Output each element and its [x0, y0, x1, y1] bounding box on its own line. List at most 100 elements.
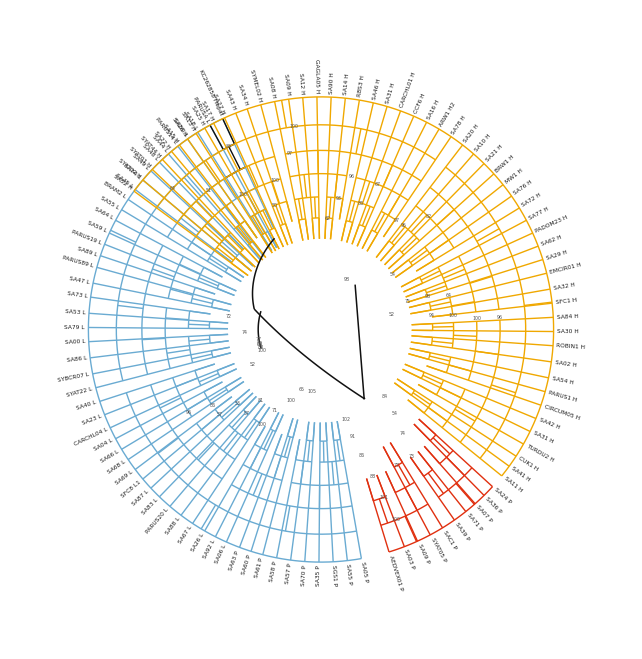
Text: SA11 H: SA11 H — [503, 476, 523, 494]
Text: CUK1 H: CUK1 H — [517, 456, 539, 473]
Text: SA68 L: SA68 L — [107, 459, 126, 475]
Text: CARCHL04 L: CARCHL04 L — [73, 427, 108, 447]
Text: 86: 86 — [358, 200, 364, 206]
Text: SA26 L: SA26 L — [191, 532, 205, 553]
Text: SYAT02 H: SYAT02 H — [117, 158, 142, 180]
Text: RBS3 H: RBS3 H — [358, 74, 366, 97]
Text: SA32 H: SA32 H — [553, 282, 575, 291]
Text: 93: 93 — [335, 196, 342, 200]
Text: SA39 P: SA39 P — [455, 521, 471, 542]
Text: 105: 105 — [308, 389, 317, 394]
Text: SA46 H: SA46 H — [372, 78, 381, 100]
Text: SYAT01 H: SYAT01 H — [128, 146, 152, 169]
Text: GAGLA05 H: GAGLA05 H — [314, 59, 319, 94]
Text: 52: 52 — [388, 312, 395, 317]
Text: SGS1 P: SGS1 P — [331, 565, 337, 587]
Text: SA58 P: SA58 P — [270, 561, 279, 583]
Text: 96: 96 — [497, 314, 503, 320]
Text: 98: 98 — [425, 295, 431, 299]
Text: 97: 97 — [394, 218, 400, 223]
Text: 102: 102 — [342, 416, 351, 422]
Text: SA86 L: SA86 L — [66, 356, 87, 363]
Text: 88: 88 — [257, 345, 264, 350]
Text: 52: 52 — [250, 362, 256, 367]
Text: SA78 H: SA78 H — [451, 114, 467, 135]
Text: SA49 L: SA49 L — [132, 153, 150, 170]
Text: SA17 H: SA17 H — [200, 100, 214, 121]
Text: SA16 H: SA16 H — [426, 99, 440, 121]
Text: SA41 H: SA41 H — [510, 467, 531, 483]
Text: SA63 P: SA63 P — [229, 550, 241, 571]
Text: SA22 H: SA22 H — [153, 130, 171, 150]
Text: SYMEL02 H: SYMEL02 H — [249, 69, 263, 102]
Text: SYBCR07 L: SYBCR07 L — [57, 372, 90, 383]
Text: 72: 72 — [226, 314, 232, 319]
Text: PARUS14 L: PARUS14 L — [154, 117, 178, 145]
Text: 82: 82 — [425, 214, 431, 219]
Text: 98: 98 — [343, 277, 350, 283]
Text: 100: 100 — [392, 517, 401, 523]
Text: BRAM2 L: BRAM2 L — [103, 181, 126, 200]
Text: SA77 H: SA77 H — [528, 206, 550, 221]
Text: 100: 100 — [271, 178, 280, 183]
Text: SA29 H: SA29 H — [546, 250, 568, 261]
Text: SA71 P: SA71 P — [466, 513, 483, 532]
Text: PARUS89 L: PARUS89 L — [62, 256, 94, 269]
Text: 57: 57 — [216, 413, 222, 417]
Text: SA20 H: SA20 H — [463, 123, 480, 144]
Text: 67: 67 — [375, 182, 381, 187]
Text: SA18 L: SA18 L — [183, 111, 198, 130]
Text: 100: 100 — [257, 422, 266, 426]
Text: 100: 100 — [239, 192, 248, 197]
Text: SA13 H: SA13 H — [180, 111, 196, 132]
Text: ARW1 H2: ARW1 H2 — [438, 101, 457, 127]
Text: SA40 L: SA40 L — [76, 400, 97, 411]
Text: 84: 84 — [225, 144, 232, 150]
Text: SA87 L: SA87 L — [132, 489, 150, 506]
Text: SA47 L: SA47 L — [69, 276, 90, 285]
Text: SA64 L: SA64 L — [93, 207, 114, 221]
Text: 91: 91 — [350, 434, 356, 439]
Text: 77: 77 — [256, 337, 262, 343]
Text: 96: 96 — [349, 174, 355, 179]
Text: SA30 H: SA30 H — [557, 329, 579, 334]
Text: SFC8 L1: SFC8 L1 — [120, 479, 142, 498]
Text: SAC1 P: SAC1 P — [442, 529, 458, 550]
Text: 101: 101 — [379, 495, 388, 500]
Text: SA36 P: SA36 P — [485, 496, 503, 515]
Text: SA34 H: SA34 H — [237, 84, 248, 106]
Text: 100: 100 — [448, 313, 457, 318]
Text: 51: 51 — [205, 188, 211, 193]
Text: SA43 H: SA43 H — [224, 89, 237, 111]
Text: SA55 P: SA55 P — [345, 564, 352, 585]
Text: SA48 L: SA48 L — [141, 143, 159, 161]
Text: 97: 97 — [287, 151, 293, 156]
Text: CIRCUM05 H: CIRCUM05 H — [543, 404, 580, 421]
Text: SA31 H: SA31 H — [386, 82, 397, 104]
Text: SA04 L: SA04 L — [93, 438, 114, 452]
Text: SA54 H: SA54 H — [551, 376, 574, 386]
Text: SA03 P: SA03 P — [403, 549, 415, 570]
Text: SFC1 H: SFC1 H — [555, 298, 577, 305]
Text: PADOM23 H: PADOM23 H — [535, 215, 569, 234]
Text: SA07 P: SA07 P — [476, 505, 493, 524]
Text: 80: 80 — [257, 341, 263, 345]
Text: SA76 H: SA76 H — [513, 180, 534, 196]
Text: SA24 P: SA24 P — [494, 487, 512, 505]
Text: SA60 P: SA60 P — [241, 554, 252, 575]
Text: SA10 H: SA10 H — [474, 133, 492, 153]
Text: PARUS1 H: PARUS1 H — [548, 390, 578, 403]
Text: MW1 H: MW1 H — [504, 167, 524, 185]
Text: SA73 L: SA73 L — [67, 291, 87, 299]
Text: SYAT22 L: SYAT22 L — [66, 386, 93, 397]
Text: SA67 L: SA67 L — [177, 525, 193, 545]
Text: SA72 H: SA72 H — [521, 192, 542, 208]
Text: PARUSA L: PARUSA L — [193, 96, 211, 123]
Text: 100: 100 — [286, 397, 295, 403]
Text: SA09 H: SA09 H — [282, 74, 291, 96]
Text: SA61 P: SA61 P — [254, 558, 265, 579]
Text: SA83 L: SA83 L — [141, 498, 159, 516]
Text: PARUS19 L: PARUS19 L — [71, 229, 102, 245]
Text: SA05 P: SA05 P — [360, 561, 368, 583]
Text: SA27 H: SA27 H — [212, 94, 225, 116]
